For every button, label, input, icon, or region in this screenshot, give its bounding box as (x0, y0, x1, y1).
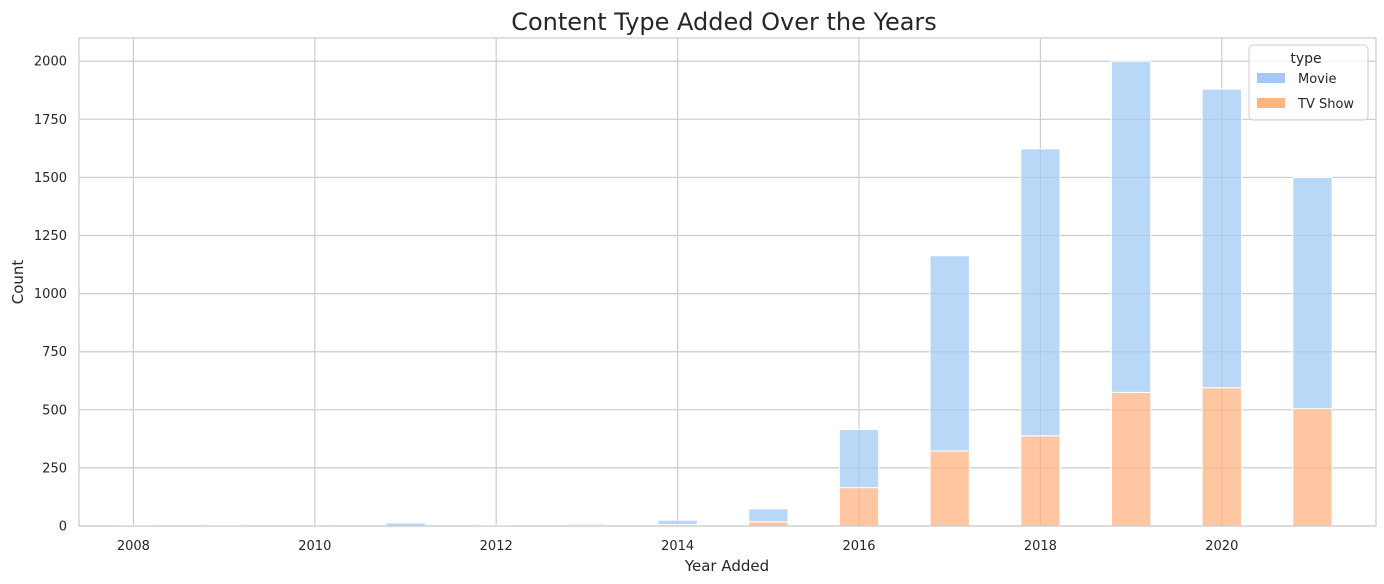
y-tick-label: 1000 (34, 287, 67, 302)
bar-tv-show (1020, 435, 1061, 527)
legend-label-tv-show: TV Show (1297, 97, 1354, 112)
legend-swatch-tv-show (1257, 98, 1285, 108)
y-tick-label: 500 (42, 403, 67, 418)
bar-tv-show (1292, 408, 1333, 527)
bar-movie (929, 255, 970, 452)
y-tick-label: 1500 (34, 171, 67, 186)
x-axis-label: Year Added (684, 557, 769, 575)
x-tick-labels: 2008 2010 2012 2014 2016 2018 2020 (117, 539, 1238, 554)
x-tick-label: 2020 (1205, 539, 1238, 554)
y-tick-label: 0 (59, 520, 67, 535)
bar-movie (1110, 60, 1152, 393)
y-tick-label: 1250 (34, 229, 67, 244)
bar-tv-show (838, 487, 880, 527)
chart-title: Content Type Added Over the Years (511, 8, 937, 36)
legend-swatch-movie (1257, 73, 1285, 83)
bar-movie (838, 429, 880, 489)
bar-movie (657, 519, 698, 526)
x-tick-label: 2008 (117, 539, 150, 554)
y-tick-label: 2000 (34, 55, 67, 70)
bar-tv-show (1110, 391, 1152, 527)
bar-movie (1292, 176, 1333, 410)
bar-tv-show (748, 521, 789, 527)
y-axis-label: Count (9, 260, 27, 305)
x-tick-label: 2018 (1024, 539, 1057, 554)
bar-tv-show (1201, 387, 1242, 527)
plot-background (79, 38, 1376, 526)
x-tick-label: 2012 (480, 539, 513, 554)
bar-movie (1201, 88, 1242, 389)
legend-label-movie: Movie (1298, 72, 1336, 87)
bar-tv-show (929, 450, 970, 527)
bar-movie (1020, 148, 1061, 437)
x-tick-label: 2014 (661, 539, 694, 554)
legend-title: type (1290, 51, 1321, 67)
x-tick-label: 2016 (842, 539, 875, 554)
y-tick-label: 1750 (34, 113, 67, 128)
bar-movie (566, 523, 608, 526)
plot-frame (78, 37, 1377, 527)
y-tick-labels: 0 250 500 750 1000 1250 1500 1750 2000 (34, 55, 67, 535)
legend: type Movie TV Show (1248, 44, 1369, 121)
y-tick-label: 750 (42, 345, 67, 360)
bar-movie (748, 508, 789, 523)
bars-layer (113, 60, 1333, 527)
y-tick-label: 250 (42, 461, 67, 476)
x-tick-label: 2010 (298, 539, 331, 554)
